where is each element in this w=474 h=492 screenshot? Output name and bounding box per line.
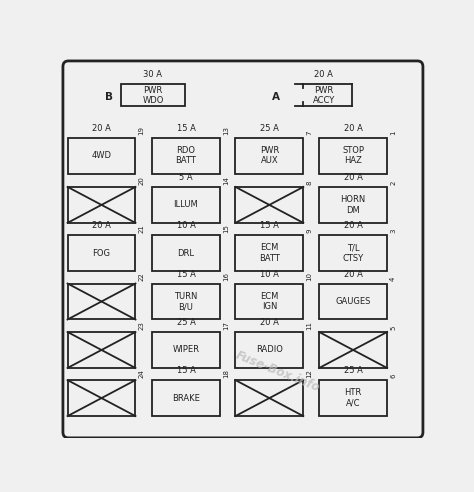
Text: 20 A: 20 A (344, 173, 363, 182)
Text: 20: 20 (138, 176, 145, 184)
Bar (152, 138, 220, 174)
Bar (67, 235, 136, 271)
Text: 7: 7 (306, 131, 312, 135)
Text: A: A (272, 92, 280, 102)
Text: 15 A: 15 A (176, 123, 195, 133)
Text: 18: 18 (223, 369, 229, 378)
Bar (236, 332, 303, 368)
Text: 20 A: 20 A (92, 123, 111, 133)
Text: ECM
BATT: ECM BATT (259, 244, 280, 263)
Bar (319, 283, 387, 319)
Text: RDO
BATT: RDO BATT (175, 146, 196, 165)
Text: B: B (105, 92, 113, 102)
Text: 11: 11 (306, 321, 312, 330)
Bar (236, 380, 303, 416)
Text: WIPER: WIPER (173, 345, 200, 355)
Bar (121, 84, 185, 106)
Bar (319, 380, 387, 416)
Text: 3: 3 (390, 228, 396, 233)
Text: 6: 6 (390, 373, 396, 378)
Text: 5 A: 5 A (179, 173, 193, 182)
Bar (319, 138, 387, 174)
Bar (152, 332, 220, 368)
Text: ILLUM: ILLUM (173, 200, 198, 210)
Text: 16: 16 (223, 272, 229, 281)
Text: PWR
ACCY: PWR ACCY (313, 86, 335, 105)
Text: BRAKE: BRAKE (172, 394, 200, 402)
Text: FOG: FOG (92, 248, 110, 257)
Text: T/L
CTSY: T/L CTSY (343, 244, 364, 263)
Text: TURN
B/U: TURN B/U (174, 292, 198, 311)
Text: GAUGES: GAUGES (336, 297, 371, 306)
Text: STOP
HAZ: STOP HAZ (342, 146, 364, 165)
Text: 14: 14 (223, 176, 229, 184)
Bar (67, 283, 136, 319)
Text: 10 A: 10 A (176, 221, 195, 230)
Text: 20 A: 20 A (314, 70, 333, 79)
Bar (319, 187, 387, 223)
Bar (67, 187, 136, 223)
Text: 20 A: 20 A (344, 221, 363, 230)
Text: HTR
A/C: HTR A/C (345, 388, 362, 408)
Text: 4WD: 4WD (91, 151, 111, 160)
Text: PWR
WDO: PWR WDO (142, 86, 164, 105)
Text: 12: 12 (306, 369, 312, 378)
Text: 2: 2 (390, 180, 396, 184)
Bar (236, 235, 303, 271)
FancyBboxPatch shape (63, 61, 423, 438)
Text: ECM
IGN: ECM IGN (260, 292, 279, 311)
Text: 25 A: 25 A (260, 123, 279, 133)
Bar (152, 380, 220, 416)
Bar (67, 380, 136, 416)
Text: DRL: DRL (177, 248, 194, 257)
Text: RADIO: RADIO (256, 345, 283, 355)
Text: 9: 9 (306, 228, 312, 233)
Text: 23: 23 (138, 321, 145, 330)
Bar (319, 235, 387, 271)
Bar (236, 283, 303, 319)
Text: 15 A: 15 A (176, 270, 195, 278)
Bar (236, 187, 303, 223)
Text: 25 A: 25 A (344, 366, 363, 375)
Text: 10 A: 10 A (260, 270, 279, 278)
Text: Fuse-Box.info: Fuse-Box.info (234, 349, 322, 395)
Text: 4: 4 (390, 277, 396, 281)
Text: 20 A: 20 A (344, 270, 363, 278)
Text: 15 A: 15 A (260, 221, 279, 230)
Bar (152, 235, 220, 271)
Text: PWR
AUX: PWR AUX (260, 146, 279, 165)
Text: 25 A: 25 A (176, 318, 195, 327)
Text: 20 A: 20 A (344, 123, 363, 133)
Text: 8: 8 (306, 180, 312, 184)
Text: 10: 10 (306, 272, 312, 281)
Text: 19: 19 (138, 126, 145, 135)
Bar (67, 332, 136, 368)
Bar (152, 283, 220, 319)
Text: 22: 22 (138, 273, 145, 281)
Text: 15: 15 (223, 224, 229, 233)
Text: 24: 24 (138, 369, 145, 378)
Bar (236, 138, 303, 174)
Bar (67, 138, 136, 174)
Text: 15 A: 15 A (176, 366, 195, 375)
Bar (152, 187, 220, 223)
Text: 21: 21 (138, 224, 145, 233)
Text: 13: 13 (223, 126, 229, 135)
Text: 20 A: 20 A (92, 221, 111, 230)
Text: 1: 1 (390, 131, 396, 135)
Text: HORN
DM: HORN DM (340, 195, 366, 215)
Text: 5: 5 (390, 325, 396, 330)
Text: 17: 17 (223, 321, 229, 330)
Bar (319, 332, 387, 368)
Text: 20 A: 20 A (260, 318, 279, 327)
Text: 30 A: 30 A (144, 70, 163, 79)
